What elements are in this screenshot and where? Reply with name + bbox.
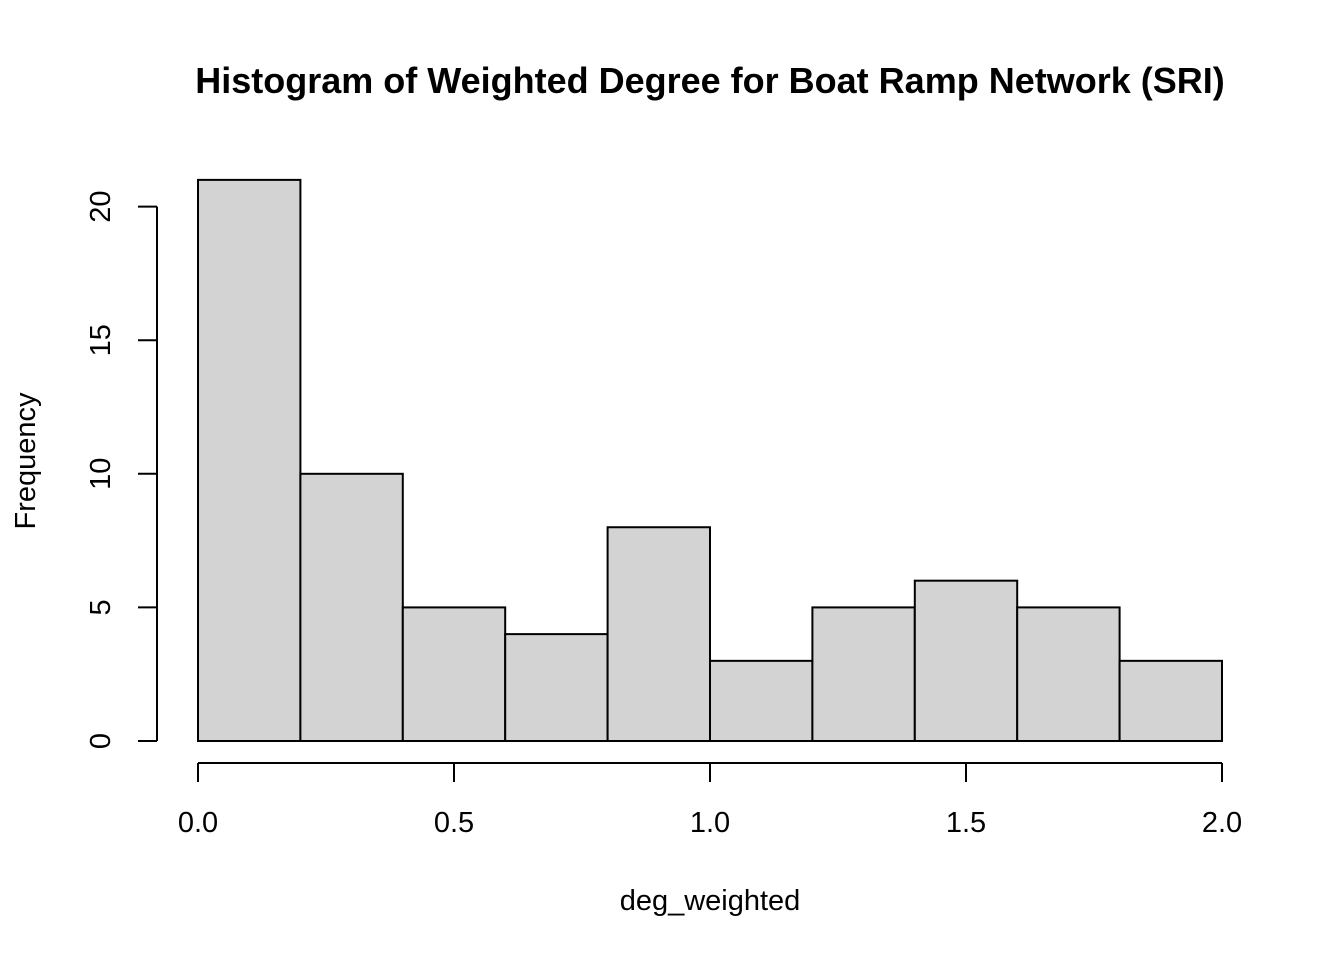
histogram-bar (504, 633, 609, 742)
histogram-bar (709, 659, 814, 743)
histogram-bar (299, 472, 404, 742)
histogram-bar (1118, 659, 1223, 743)
x-tick-label: 0.0 (178, 807, 218, 839)
y-axis-label: Frequency (10, 392, 42, 530)
histogram-bar (197, 178, 302, 742)
x-tick-label: 2.0 (1202, 807, 1242, 839)
chart-title: Histogram of Weighted Degree for Boat Ra… (195, 60, 1224, 101)
histogram-bar (913, 579, 1019, 742)
x-axis-label: deg_weighted (620, 885, 801, 917)
y-tick-label: 10 (85, 458, 117, 490)
y-tick-label: 15 (85, 324, 117, 356)
x-tick-label: 1.5 (946, 807, 986, 839)
bars-group (197, 178, 1223, 743)
histogram-bar (606, 526, 711, 742)
x-axis: 0.0 0.5 1.0 1.5 2.0 (178, 762, 1242, 839)
y-axis: 0 5 10 15 20 (85, 190, 158, 749)
y-tick-label: 20 (85, 190, 117, 222)
histogram-bar (811, 606, 916, 743)
histogram-bar (1016, 606, 1121, 743)
x-tick-label: 1.0 (690, 807, 730, 839)
y-tick-label: 5 (85, 599, 117, 615)
histogram-bar (401, 606, 507, 743)
x-tick-label: 0.5 (434, 807, 474, 839)
y-tick-label: 0 (85, 733, 117, 749)
